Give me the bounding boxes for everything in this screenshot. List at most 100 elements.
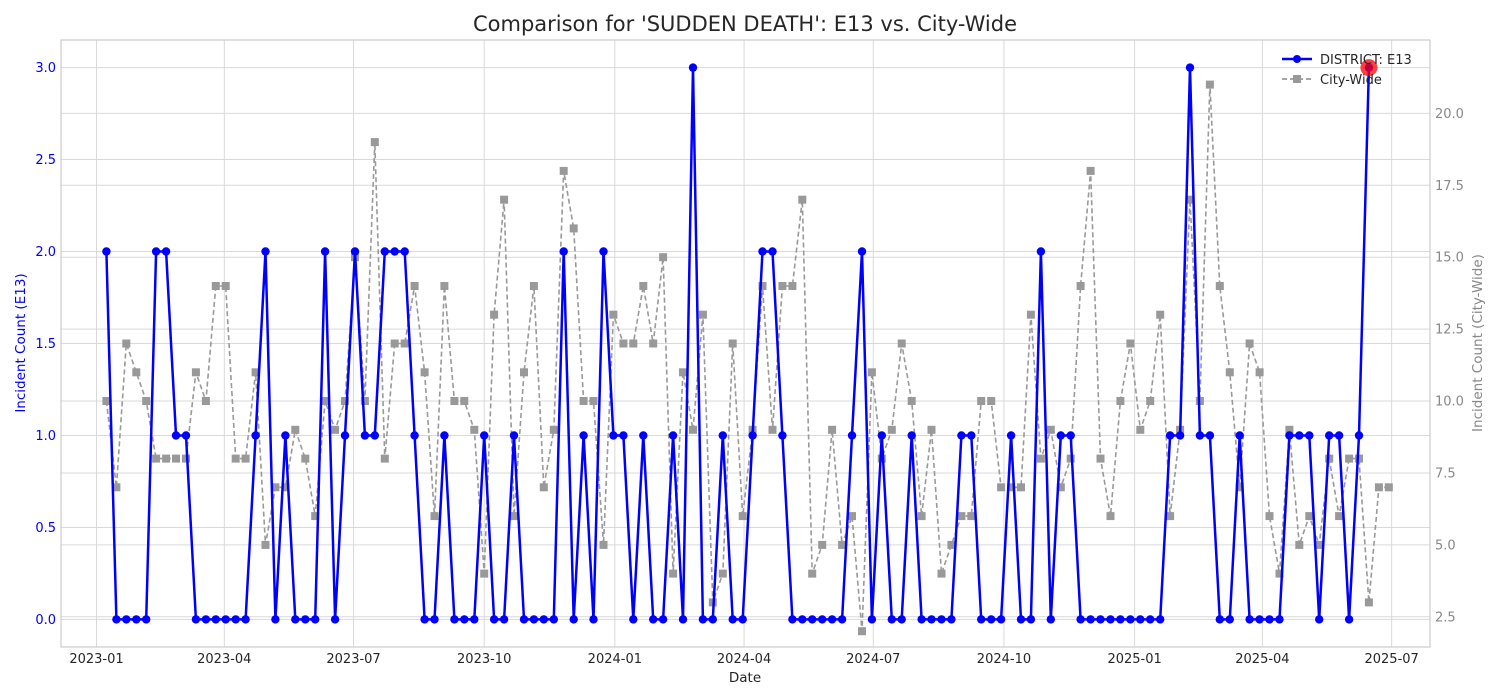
e13-point xyxy=(390,247,399,256)
right-tick-label: 10.0 xyxy=(1435,395,1464,410)
e13-point xyxy=(360,431,370,440)
citywide-point xyxy=(102,397,111,405)
e13-point xyxy=(350,247,360,256)
citywide-point xyxy=(689,425,697,434)
citywide-point xyxy=(1106,512,1115,521)
e13-point xyxy=(1106,615,1115,624)
e13-point xyxy=(529,615,539,624)
citywide-point xyxy=(191,368,200,377)
e13-point xyxy=(1165,431,1175,440)
e13-point xyxy=(1146,615,1155,624)
e13-point xyxy=(430,615,439,624)
citywide-point xyxy=(897,339,906,348)
citywide-point xyxy=(1295,540,1304,549)
citywide-point xyxy=(1305,512,1314,521)
e13-point xyxy=(718,431,727,440)
citywide-point xyxy=(589,397,598,405)
citywide-point xyxy=(1086,166,1095,175)
citywide-point xyxy=(559,166,568,175)
citywide-point xyxy=(917,512,926,521)
e13-point xyxy=(559,247,568,256)
e13-point xyxy=(1136,615,1145,624)
citywide-point xyxy=(768,425,777,434)
e13-point xyxy=(311,615,320,624)
left-axis-label: Incident Count (E13) xyxy=(13,273,29,412)
citywide-point xyxy=(201,397,210,405)
e13-point xyxy=(330,615,340,624)
e13-point xyxy=(967,431,976,440)
citywide-point xyxy=(470,425,479,434)
left-tick-label: 0.5 xyxy=(35,521,56,536)
left-tick-label: 2.5 xyxy=(35,153,56,168)
e13-point xyxy=(1235,431,1244,440)
e13-point xyxy=(171,431,181,440)
e13-point xyxy=(678,615,688,624)
e13-point xyxy=(619,431,628,440)
citywide-point xyxy=(599,540,608,549)
citywide-point xyxy=(261,540,270,549)
e13-point xyxy=(827,615,837,624)
e13-point xyxy=(937,615,946,624)
right-tick-label: 17.5 xyxy=(1435,179,1464,194)
citywide-point xyxy=(1046,425,1055,434)
citywide-point xyxy=(390,339,399,348)
e13-point xyxy=(758,247,767,256)
citywide-point xyxy=(858,627,866,636)
citywide-point xyxy=(529,282,538,290)
citywide-point xyxy=(1136,425,1145,434)
citywide-point xyxy=(798,195,807,204)
citywide-point xyxy=(1156,310,1165,319)
citywide-point xyxy=(410,282,419,290)
e13-point xyxy=(748,431,757,440)
e13-point xyxy=(489,615,499,624)
e13-point xyxy=(658,615,668,624)
e13-point xyxy=(291,615,300,624)
citywide-point xyxy=(649,339,658,348)
e13-point xyxy=(738,615,747,624)
citywide-point xyxy=(152,454,161,463)
e13-point xyxy=(847,431,857,440)
citywide-point xyxy=(1374,483,1383,492)
e13-point xyxy=(1285,431,1294,440)
citywide-point xyxy=(1126,339,1135,348)
citywide-point xyxy=(679,368,687,377)
citywide-point xyxy=(1007,483,1016,492)
e13-point xyxy=(798,615,807,624)
citywide-point xyxy=(291,425,300,434)
e13-point xyxy=(1066,431,1075,440)
e13-point xyxy=(987,615,996,624)
e13-point xyxy=(181,431,191,440)
e13-point xyxy=(1334,431,1344,440)
e13-point xyxy=(1026,615,1036,624)
chart-title: Comparison for 'SUDDEN DEATH': E13 vs. C… xyxy=(473,12,1017,36)
legend-label-e13: DISTRICT: E13 xyxy=(1320,53,1412,68)
e13-point xyxy=(450,615,459,624)
e13-point xyxy=(1315,615,1324,624)
e13-point xyxy=(1225,615,1235,624)
left-tick-label: 3.0 xyxy=(35,61,56,76)
left-tick-label: 0.0 xyxy=(35,613,56,628)
citywide-point xyxy=(1205,80,1214,89)
citywide-point xyxy=(271,483,280,492)
e13-point xyxy=(1205,431,1215,440)
citywide-point xyxy=(172,454,180,463)
e13-point xyxy=(599,247,608,256)
citywide-point xyxy=(400,339,409,348)
e13-point xyxy=(1275,615,1284,624)
e13-point xyxy=(112,615,121,624)
e13-point xyxy=(688,63,698,72)
citywide-point xyxy=(1325,454,1334,463)
citywide-point xyxy=(1384,483,1393,492)
citywide-point xyxy=(569,224,578,233)
e13-point xyxy=(629,615,638,624)
citywide-point xyxy=(1116,397,1125,405)
e13-point xyxy=(1325,431,1334,440)
e13-point xyxy=(996,615,1006,624)
citywide-point xyxy=(281,483,290,492)
citywide-point xyxy=(1315,540,1324,549)
x-tick-label: 2025-04 xyxy=(1235,652,1289,667)
right-tick-label: 2.5 xyxy=(1435,610,1456,625)
e13-point xyxy=(201,615,211,624)
citywide-point xyxy=(1225,368,1234,377)
